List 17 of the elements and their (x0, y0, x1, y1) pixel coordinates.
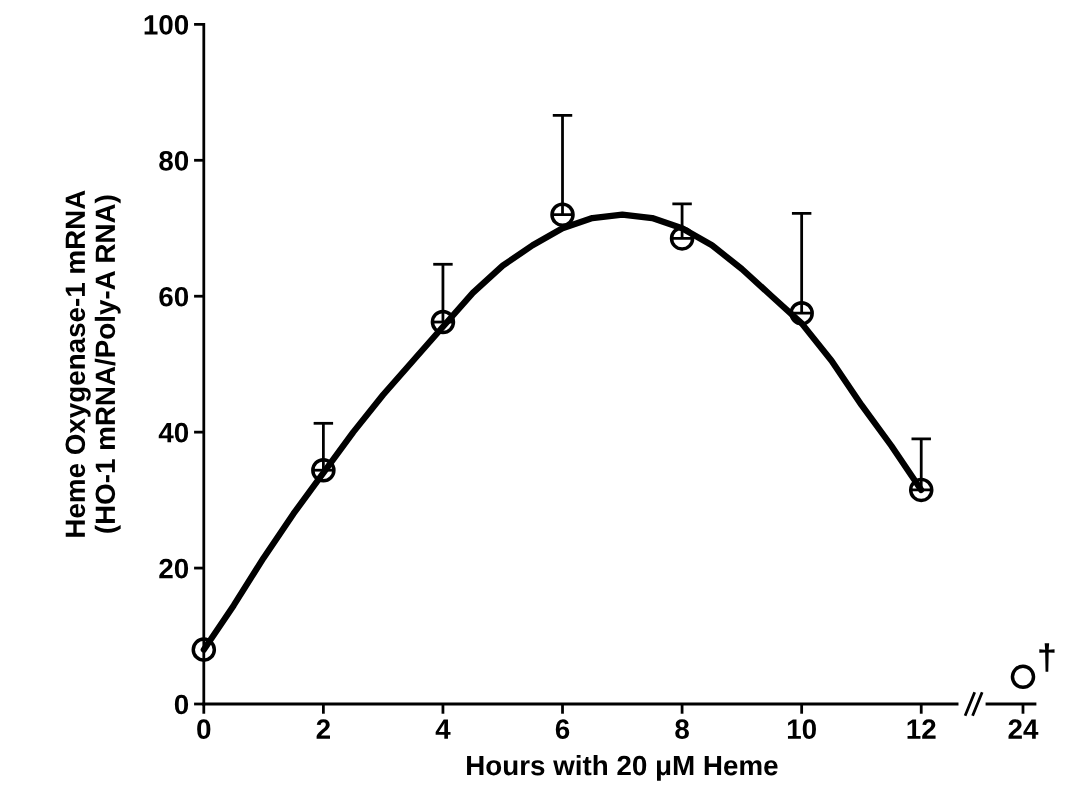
y-tick-label: 100 (144, 15, 189, 35)
y-tick-label: 80 (159, 150, 189, 171)
annotation: † (1039, 643, 1055, 672)
y-tick-label: 40 (158, 422, 189, 443)
x-tick-label: 12 (907, 719, 936, 739)
x-tick-label: 8 (675, 719, 689, 739)
x-tick-label: 10 (787, 719, 816, 739)
x-axis-title: Hours with 20 μM Heme (467, 754, 778, 781)
x-tick-label: 2 (316, 719, 330, 739)
y-axis-title: Heme Oxygenase-1 mRNA (HO-1 mRNA/Poly-A RNA) (65, 190, 121, 537)
x-tick-label: 24 (1008, 719, 1039, 739)
x-tick-label: 4 (435, 719, 451, 739)
y-tick-label: 60 (159, 286, 189, 307)
y-tick-label: 20 (159, 558, 189, 579)
x-tick-label: 0 (197, 719, 211, 739)
x-tick-label: 6 (555, 719, 570, 739)
y-tick-label: 0 (174, 694, 189, 715)
